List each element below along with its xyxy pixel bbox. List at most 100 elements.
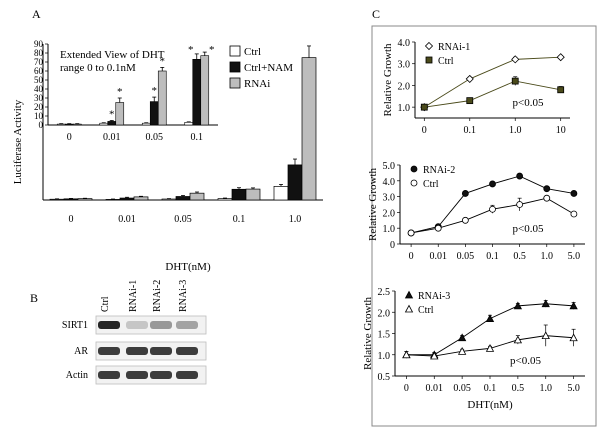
c-xtick-label: 0.05 [457,251,475,262]
blot-band [150,321,172,329]
c-xtick-label: 0.5 [512,383,525,394]
c-marker-circle-filled [410,165,418,173]
a-main-x-label: DHT(nM) [165,261,211,273]
a-main-bar-ctrl [273,186,289,201]
a-main-bar-ctrl-nam [175,196,191,201]
c-chart-c_mid: 0 1.0 2.0 3.0 4.0 5.0 0 0.01 0.05 0.1 0.5 1.0 5.0 Rel… [367,161,585,262]
c-ytick-label: 3.0 [398,60,411,71]
panel-c-border [371,25,597,427]
a-legend: Ctrl Ctrl+NAM RNAi [229,45,293,90]
c-x-label: DHT(nM) [467,399,513,411]
a-inset-ytick-label: 60 [34,66,44,76]
a-inset-ytick-label: 40 [34,84,44,94]
blot-band [176,371,198,379]
a-main-bar-rnai [77,198,93,201]
a-main-bar-ctrl [105,199,121,201]
blot-band [98,371,120,379]
c-xtick-label: 0 [404,383,409,394]
c-marker-circle-filled [516,172,524,180]
blot-lane-label: RNAi-3 [178,280,189,312]
c-marker-triangle-open [541,331,550,340]
a-main-bar-rnai [245,188,261,201]
c-marker-triangle-open [457,347,467,355]
c-marker-triangle-filled [485,314,495,323]
a-inset-ytick-label: 10 [34,111,44,121]
c-chart-c_top: 1.0 2.0 3.0 4.0 0 0.1 1.0 10 Relative Growth RNAi… [382,38,570,136]
c-marker-triangle-open [430,351,439,360]
a-inset-bar-rnai [115,102,125,126]
c-marker-square-filled [420,103,428,111]
a-main-bar-ctrl-nam [63,198,79,201]
a-inset-bar-rnai [157,70,167,126]
c-ytick-label: 3.0 [383,193,396,204]
c-legend-label: Ctrl [418,305,434,316]
a-inset-xtick-label: 0.05 [146,132,164,143]
a-inset-bar-ctrl-nam [107,121,117,126]
panel-a-main-chart: Luciferase Activity DHT(nM) 0 0.01 0.05 0.1… [12,44,323,273]
c-marker-triangle-filled [541,299,550,308]
blot-lane-labels: Ctrl RNAi-1 RNAi-2 RNAi-3 [100,280,189,312]
a-main-bar-rnai [133,196,149,201]
a-inset-bar-ctrl-nam [64,123,74,126]
a-legend-swatch [229,61,241,73]
blot-band [150,371,172,379]
c-marker-circle-open [489,205,496,213]
a-main-bar-ctrl [49,198,65,201]
blot-row-label: AR [74,346,88,357]
a-inset-bar-ctrl [56,123,66,126]
c-y-label: Relative Growth [367,167,379,241]
c-xtick-label: 0.1 [486,251,499,262]
a-inset-bars [56,51,210,126]
c-ytick-label: 1.5 [378,330,391,341]
a-main-bar-ctrl-nam [231,188,247,201]
a-inset-bar-ctrl-nam [192,58,202,126]
a-main-bar-ctrl [217,198,233,201]
a-legend-swatch [229,77,241,89]
c-marker-diamond-open [424,41,434,51]
blot-band [176,321,198,329]
blot-lane-label: RNAi-2 [152,280,163,312]
a-inset-xtick-label: 0.1 [191,132,204,143]
c-ytick-label: 2.0 [383,208,396,219]
a-main-bar-ctrl [161,198,177,201]
c-ytick-label: 2.0 [398,81,411,92]
a-inset-star: * [188,44,194,56]
blot-band [126,347,148,355]
c-marker-square-filled [557,86,565,94]
c-xtick-label: 0.01 [429,251,447,262]
c-ytick-label: 2.0 [378,308,391,319]
c-legend-label: Ctrl [423,179,439,190]
c-marker-triangle-open [569,333,578,342]
c-pvalue-annotation: p<0.05 [513,97,544,109]
c-marker-circle-open [407,229,415,237]
a-main-xtick-label: 0.01 [118,214,136,225]
c-ytick-label: 4.0 [383,177,396,188]
a-main-bar-ctrl-nam [119,197,135,201]
panel-label-a: A [32,7,41,21]
c-marker-circle-open [434,224,442,232]
c-marker-square-filled [511,77,519,85]
c-marker-circle-filled [489,180,496,188]
a-inset-star: * [152,85,158,97]
blot-band [126,371,148,379]
c-legend-label: RNAi-2 [423,165,455,176]
c-marker-circle-filled [543,185,551,193]
a-inset-star: * [117,86,123,98]
c-marker-circle-open [461,216,469,224]
c-marker-square-filled [466,97,474,105]
a-main-bar-rnai [189,192,205,201]
a-legend-label: Ctrl [244,46,261,58]
a-inset-bar-ctrl-nam [149,101,159,126]
blot-rows: SIRT1 AR Actin [62,315,207,385]
c-xtick-label: 0 [409,251,414,262]
panel-b-western-blot: Ctrl RNAi-1 RNAi-2 RNAi-3 SIRT1 AR Actin [62,280,207,385]
a-inset-title-line-1: Extended View of DHT [60,49,165,61]
c-ytick-label: 2.5 [378,287,391,298]
a-inset-ytick-label: 50 [34,75,44,85]
c-ytick-label: 1.0 [378,351,391,362]
panel-label-c: C [372,7,380,21]
c-marker-circle-filled [461,190,469,197]
blot-band [126,321,148,329]
c-marker-circle-open [516,201,524,208]
